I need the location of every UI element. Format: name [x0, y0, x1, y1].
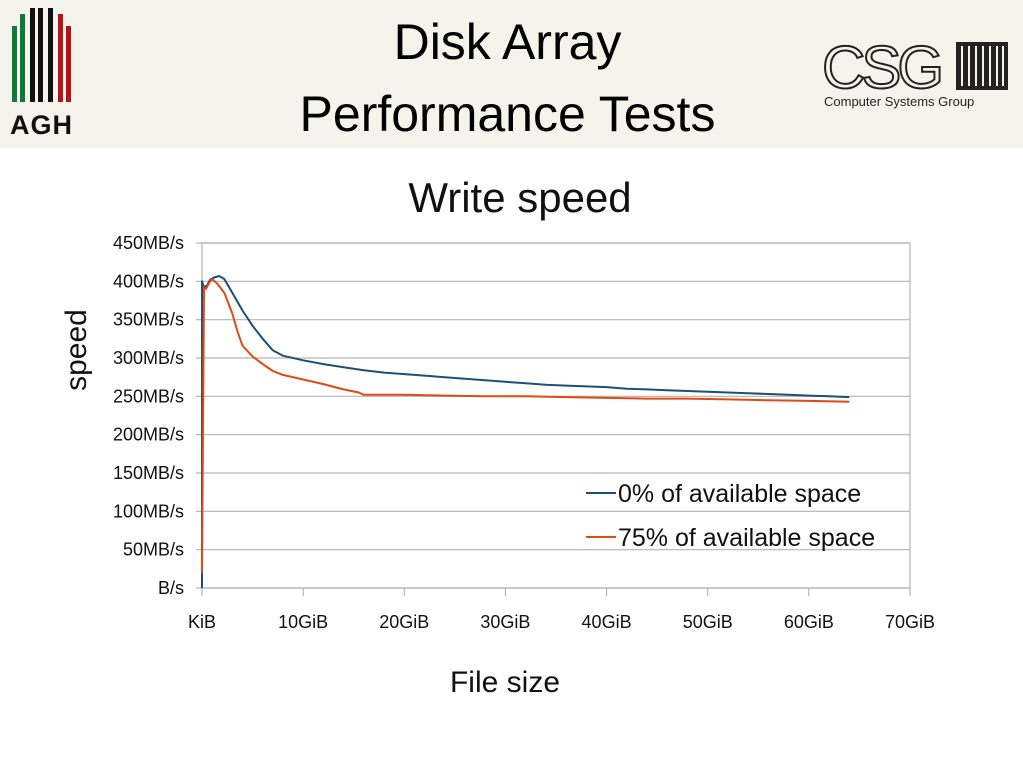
series-line-1 — [201, 278, 850, 573]
y-tick-label: 150MB/s — [113, 463, 184, 483]
y-tick-label: 350MB/s — [113, 310, 184, 330]
y-tick-label: 300MB/s — [113, 348, 184, 368]
y-tick-label: 200MB/s — [113, 425, 184, 445]
y-tick-label: 400MB/s — [113, 271, 184, 291]
slide-title: Disk Array Performance Tests — [200, 6, 815, 150]
legend-label: 0% of available space — [618, 480, 861, 508]
y-tick-label: 50MB/s — [123, 540, 184, 560]
slide-title-line2: Performance Tests — [299, 86, 716, 142]
x-tick-label: 10GiB — [278, 612, 328, 632]
slide-header: AGH Disk Array Performance Tests CSG Com… — [0, 0, 1023, 148]
x-tick-label: 20GiB — [379, 612, 429, 632]
chart-title: Write speed — [408, 174, 631, 221]
x-tick-label: 40GiB — [582, 612, 632, 632]
x-axis-title: File size — [450, 666, 560, 699]
x-tick-labels: KiB 10GiB 20GiB 30GiB 40GiB 50GiB 60GiB 70GiB — [188, 612, 935, 632]
agh-logo-text: AGH — [10, 110, 73, 140]
csg-logo-text: Computer Systems Group — [824, 94, 975, 109]
x-tick-label: 60GiB — [784, 612, 834, 632]
agh-logo-icon — [12, 8, 71, 102]
x-tick-label: 30GiB — [480, 612, 530, 632]
x-tick-label: KiB — [188, 612, 216, 632]
y-tick-label: 250MB/s — [113, 386, 184, 406]
y-tick-label: 450MB/s — [113, 233, 184, 253]
y-axis-title: speed — [60, 309, 93, 391]
legend: 0% of available space 75% of available sp… — [586, 480, 875, 552]
y-tick-label: B/s — [158, 578, 184, 598]
series-lines — [201, 275, 850, 588]
write-speed-chart: Write speed B/s 50MB/s 100MB/s 150MB/s 200MB… — [60, 174, 935, 699]
series-line-0 — [201, 275, 850, 588]
csg-logo-mark: CSG — [822, 36, 940, 101]
slide-title-line1: Disk Array — [393, 14, 622, 70]
y-tick-label: 100MB/s — [113, 501, 184, 521]
csg-logo-icon: CSG — [821, 36, 1008, 102]
x-tick-label: 50GiB — [683, 612, 733, 632]
x-tick-label: 70GiB — [885, 612, 935, 632]
y-tick-labels: B/s 50MB/s 100MB/s 150MB/s 200MB/s 250MB/s 300… — [113, 233, 184, 598]
legend-label: 75% of available space — [618, 524, 875, 552]
